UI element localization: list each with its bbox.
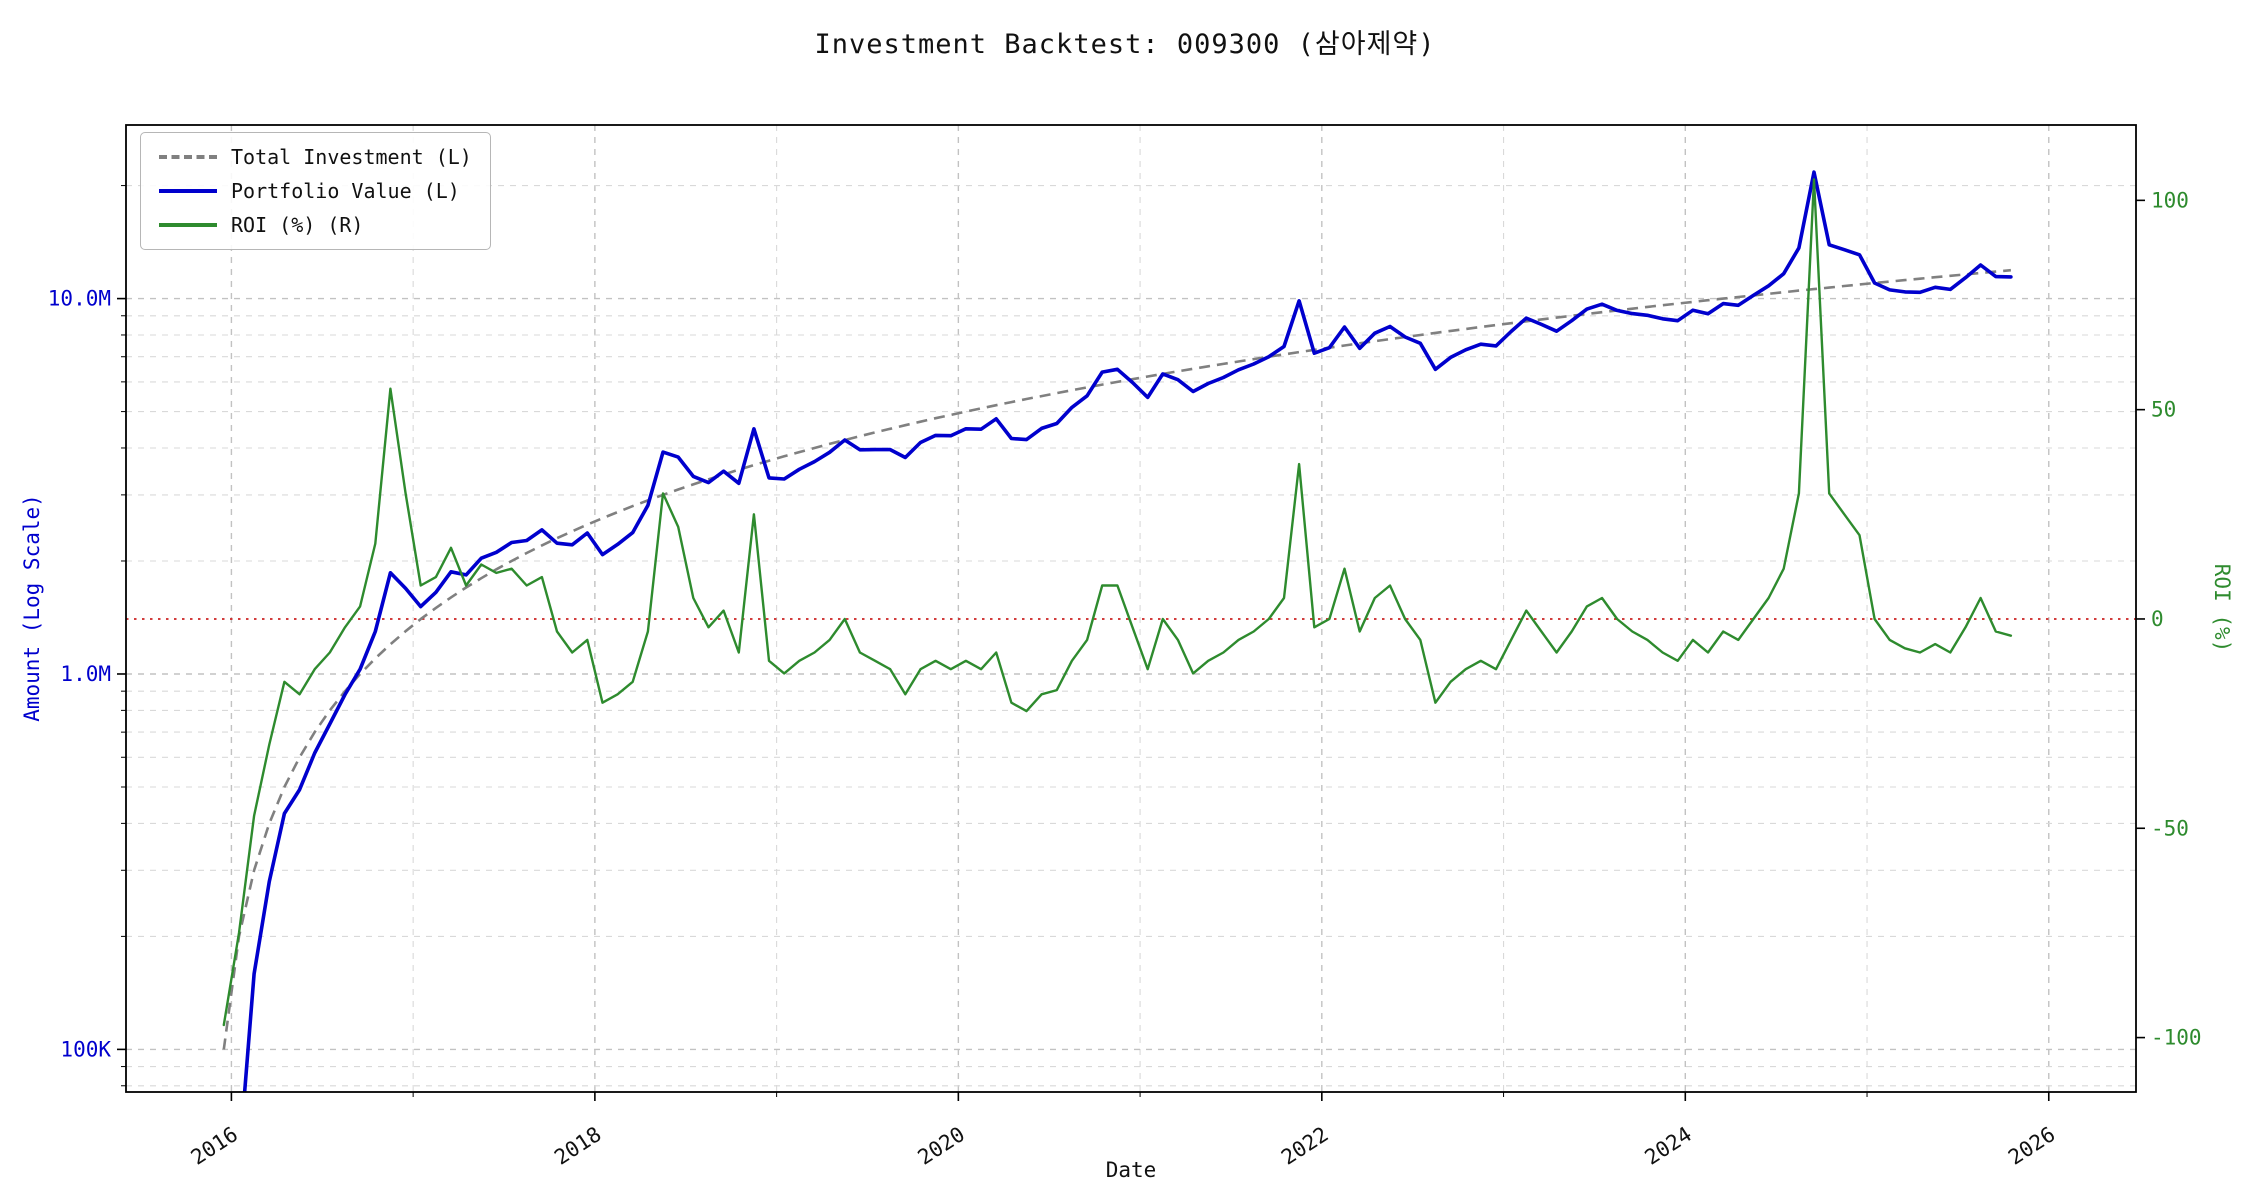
y-right-tick-label: -50 (2151, 816, 2189, 840)
legend-label: ROI (%) (R) (231, 213, 364, 237)
chart-title: Investment Backtest: 009300 (삼아제약) (814, 29, 1436, 60)
y-right-tick-label: 100 (2151, 188, 2189, 212)
y-right-tick-label: -100 (2151, 1026, 2202, 1050)
legend-item-total-investment: Total Investment (L) (159, 145, 472, 169)
x-tick-label: 2020 (914, 1122, 969, 1170)
roi-line (222, 178, 2013, 1027)
plot-border (125, 124, 2137, 1093)
x-tick-label: 2024 (1641, 1122, 1696, 1170)
solid-line-icon (159, 189, 217, 193)
x-axis-label: Date (1105, 1158, 1157, 1182)
y-left-tick-label: 10.0M (48, 287, 111, 311)
x-tick-label: 2026 (2004, 1122, 2059, 1170)
legend-label: Total Investment (L) (231, 145, 472, 169)
x-tick-label: 2018 (550, 1122, 605, 1170)
solid-line-icon (159, 223, 217, 227)
x-tick-label: 2016 (187, 1122, 242, 1170)
dashed-line-icon (159, 155, 217, 159)
legend-item-portfolio-value: Portfolio Value (L) (159, 179, 472, 203)
series-lines (222, 170, 2013, 1092)
legend-label: Portfolio Value (L) (231, 179, 460, 203)
gridlines (126, 125, 2136, 1092)
y-left-tick-label: 100K (60, 1037, 111, 1061)
tick-labels: 100K 1.0M 10.0M -100 -50 0 50 100 2016 2018 2020 20… (48, 185, 2202, 1170)
y-left-tick-label: 1.0M (60, 662, 111, 686)
legend-item-roi: ROI (%) (R) (159, 213, 472, 237)
portfolio-value-line (242, 170, 2013, 1092)
x-tick-label: 2022 (1277, 1122, 1332, 1170)
total-investment-line (222, 268, 2012, 1050)
y-right-tick-label: 50 (2151, 398, 2176, 422)
legend: Total Investment (L) Portfolio Value (L)… (140, 132, 491, 250)
y-right-tick-label: 0 (2151, 607, 2164, 631)
